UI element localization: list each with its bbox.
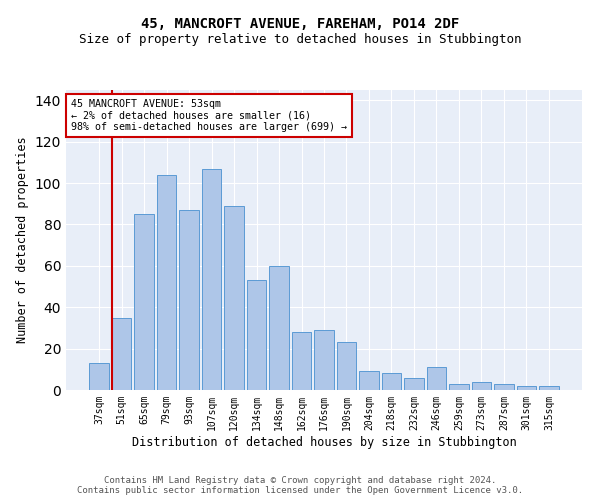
Text: 45, MANCROFT AVENUE, FAREHAM, PO14 2DF: 45, MANCROFT AVENUE, FAREHAM, PO14 2DF <box>141 18 459 32</box>
Bar <box>539 386 559 390</box>
Bar <box>337 342 356 390</box>
Bar <box>224 206 244 390</box>
Bar <box>472 382 491 390</box>
Text: Size of property relative to detached houses in Stubbington: Size of property relative to detached ho… <box>79 32 521 46</box>
Bar <box>494 384 514 390</box>
Bar <box>179 210 199 390</box>
Bar <box>314 330 334 390</box>
Text: Contains HM Land Registry data © Crown copyright and database right 2024.
Contai: Contains HM Land Registry data © Crown c… <box>77 476 523 495</box>
Bar <box>89 363 109 390</box>
Bar <box>202 168 221 390</box>
Y-axis label: Number of detached properties: Number of detached properties <box>16 136 29 344</box>
X-axis label: Distribution of detached houses by size in Stubbington: Distribution of detached houses by size … <box>131 436 517 448</box>
Bar <box>382 374 401 390</box>
Bar <box>157 175 176 390</box>
Bar <box>292 332 311 390</box>
Bar <box>269 266 289 390</box>
Bar <box>449 384 469 390</box>
Bar <box>517 386 536 390</box>
Text: 45 MANCROFT AVENUE: 53sqm
← 2% of detached houses are smaller (16)
98% of semi-d: 45 MANCROFT AVENUE: 53sqm ← 2% of detach… <box>71 99 347 132</box>
Bar <box>134 214 154 390</box>
Bar <box>427 367 446 390</box>
Bar <box>112 318 131 390</box>
Bar <box>404 378 424 390</box>
Bar <box>247 280 266 390</box>
Bar <box>359 372 379 390</box>
